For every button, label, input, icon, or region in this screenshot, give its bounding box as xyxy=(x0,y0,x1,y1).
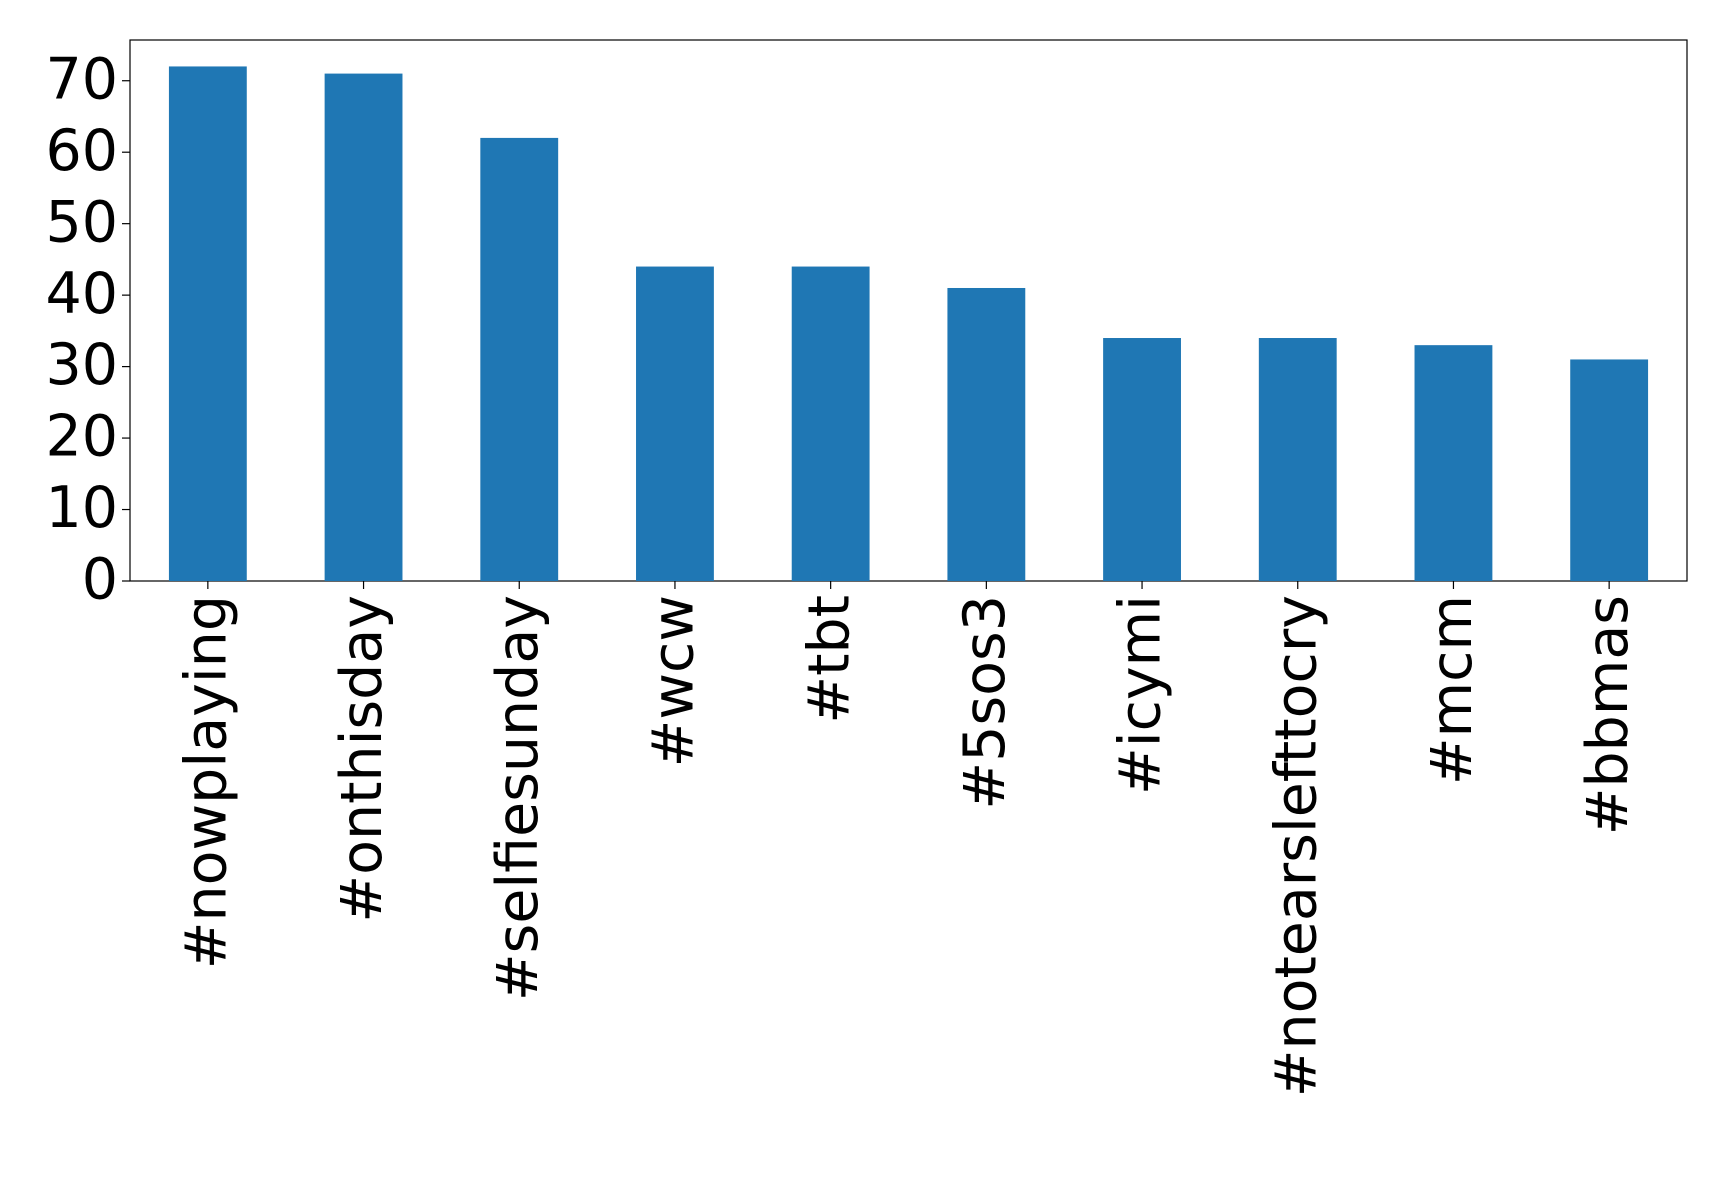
x-tick-label: #notearslefttocry xyxy=(1263,595,1329,1097)
bar xyxy=(1103,338,1181,581)
x-tick-label: #selfiesunday xyxy=(485,595,551,1001)
plot-frame xyxy=(129,39,1688,582)
x-tick-label: #icymi xyxy=(1108,595,1174,795)
y-tick-label: 50 xyxy=(45,189,118,255)
bar xyxy=(168,66,247,582)
y-tick-label: 0 xyxy=(82,547,118,613)
x-tick-label: #nowplaying xyxy=(173,595,239,969)
y-tick-label: 70 xyxy=(45,46,118,112)
x-tick-label: #bbmas xyxy=(1575,595,1641,835)
x-tick-label: #tbt xyxy=(796,595,862,724)
y-tick-label: 30 xyxy=(45,332,118,398)
bar xyxy=(324,73,403,581)
bar xyxy=(791,266,870,581)
y-tick-label: 10 xyxy=(45,475,118,541)
x-tick-label: #mcm xyxy=(1419,595,1485,785)
y-tick-label: 40 xyxy=(45,261,118,327)
x-tick-label: #wcw xyxy=(641,595,707,767)
bar xyxy=(947,287,1026,581)
x-tick-label: #onthisday xyxy=(329,595,395,923)
bar xyxy=(480,137,559,581)
bar xyxy=(1414,345,1493,581)
y-tick-label: 20 xyxy=(45,404,118,470)
bar xyxy=(1258,338,1337,581)
y-tick-label: 60 xyxy=(45,118,118,184)
bar xyxy=(1570,359,1649,581)
x-tick-label: #5sos3 xyxy=(952,595,1018,810)
bar xyxy=(636,266,714,581)
